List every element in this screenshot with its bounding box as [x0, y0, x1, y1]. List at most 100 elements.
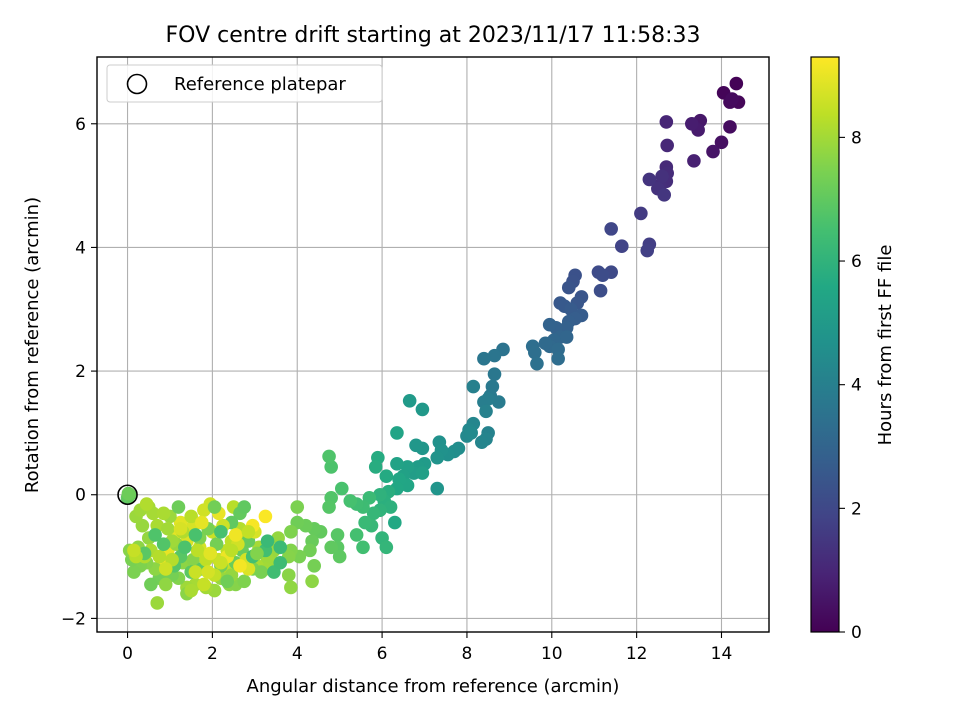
scatter-point: [723, 120, 737, 134]
scatter-point: [595, 268, 610, 283]
scatter-point: [642, 172, 657, 187]
colorbar-label: Hours from first FF file: [875, 245, 896, 446]
colorbar-ticks: 0 2 4 6 8: [839, 128, 862, 643]
scatter-point: [188, 565, 203, 579]
legend-box: [106, 64, 383, 103]
scatter-point: [659, 115, 674, 129]
scatter-point: [725, 92, 739, 106]
scatter-point: [657, 188, 672, 202]
colorbar: 0 2 4 6 8 Hours from first FF file: [810, 56, 896, 643]
scatter-point: [156, 506, 171, 521]
scatter-point: [477, 351, 491, 366]
scatter-point: [258, 509, 273, 524]
x-tick-label: 14: [711, 644, 733, 664]
scatter-point: [334, 481, 349, 496]
scatter-point: [307, 559, 322, 573]
scatter-point: [660, 138, 674, 153]
scatter-point: [237, 574, 252, 589]
scatter-point: [194, 515, 209, 530]
y-axis-label: Rotation from reference (arcmin): [22, 197, 43, 493]
scatter-point: [356, 540, 370, 555]
scatter-point: [214, 555, 228, 570]
y-axis-ticks: −2 0 2 4 6: [61, 115, 97, 629]
scatter-point: [466, 379, 481, 394]
colorbar-tick-label: 4: [851, 376, 862, 396]
scatter-point: [324, 460, 338, 474]
scatter-point: [171, 500, 186, 514]
chart-title: FOV centre drift starting at 2023/11/17 …: [166, 23, 701, 48]
scatter-point: [150, 596, 165, 610]
scatter-point: [383, 500, 398, 514]
scatter-point: [430, 481, 445, 496]
scatter-point: [551, 351, 565, 366]
y-tick-label: 2: [75, 362, 86, 382]
scatter-point: [528, 345, 542, 360]
scatter-point: [687, 154, 701, 168]
scatter-point: [330, 528, 345, 542]
scatter-point: [224, 543, 239, 558]
reference-platepar-marker: [117, 484, 138, 506]
scatter-point: [388, 515, 402, 530]
scatter-point: [322, 500, 336, 514]
scatter-point: [178, 540, 192, 555]
x-tick-label: 4: [292, 644, 303, 664]
scatter-point: [604, 222, 618, 236]
x-tick-label: 0: [122, 644, 133, 664]
scatter-point: [281, 568, 296, 582]
scatter-point: [228, 528, 243, 542]
scatter-point: [322, 449, 336, 464]
scatter-point: [184, 583, 198, 598]
scatter-point: [379, 540, 394, 555]
scatter-point: [260, 534, 275, 548]
scatter-point: [593, 283, 608, 298]
scatter-point: [158, 577, 173, 592]
scatter-point: [290, 500, 305, 514]
scatter-point: [152, 549, 167, 564]
scatter-point: [284, 525, 298, 539]
scatter-point: [305, 574, 319, 589]
scatter-point: [714, 135, 729, 150]
scatter-point: [161, 521, 175, 536]
scatter-point: [233, 559, 247, 573]
scatter-point: [156, 537, 171, 552]
colorbar-tick-label: 0: [851, 623, 862, 643]
scatter-point: [390, 426, 404, 440]
scatter-point: [402, 393, 417, 408]
y-tick-label: 6: [75, 115, 86, 135]
scatter-point: [284, 580, 298, 595]
grid-lines: [97, 57, 769, 632]
x-tick-label: 10: [541, 644, 563, 664]
scatter-point: [614, 239, 629, 253]
scatter-point: [479, 404, 493, 419]
scatter-point: [254, 565, 268, 579]
scatter-point: [366, 506, 381, 521]
y-tick-label: 0: [75, 486, 86, 506]
scatter-point: [201, 565, 215, 579]
colorbar-gradient: [810, 56, 840, 633]
scatter-point: [127, 543, 141, 558]
colorbar-tick-label: 8: [851, 128, 862, 148]
scatter-point: [273, 540, 288, 555]
x-axis-ticks: 0 2 4 6 8 10 12 14: [122, 632, 732, 664]
x-axis-label: Angular distance from reference (arcmin): [247, 676, 620, 697]
colorbar-tick-label: 2: [851, 499, 862, 519]
scatter-point: [487, 367, 502, 381]
scatter-point: [390, 457, 404, 471]
scatter-point: [173, 521, 188, 536]
scatter-point: [729, 76, 744, 91]
scatter-point: [343, 494, 358, 508]
scatter-points: [117, 76, 746, 610]
scatter-point: [203, 546, 218, 561]
scatter-point: [214, 525, 228, 539]
scatter-point: [491, 395, 506, 409]
colorbar-tick-label: 6: [851, 252, 862, 272]
plot-area-frame: [96, 56, 770, 633]
y-tick-label: −2: [61, 609, 86, 629]
scatter-point: [415, 466, 430, 480]
scatter-point: [190, 543, 205, 558]
scatter-point: [197, 503, 211, 517]
scatter-point: [241, 525, 256, 539]
scatter-point: [368, 460, 383, 474]
legend-label-reference-platepar: Reference platepar: [174, 74, 346, 95]
